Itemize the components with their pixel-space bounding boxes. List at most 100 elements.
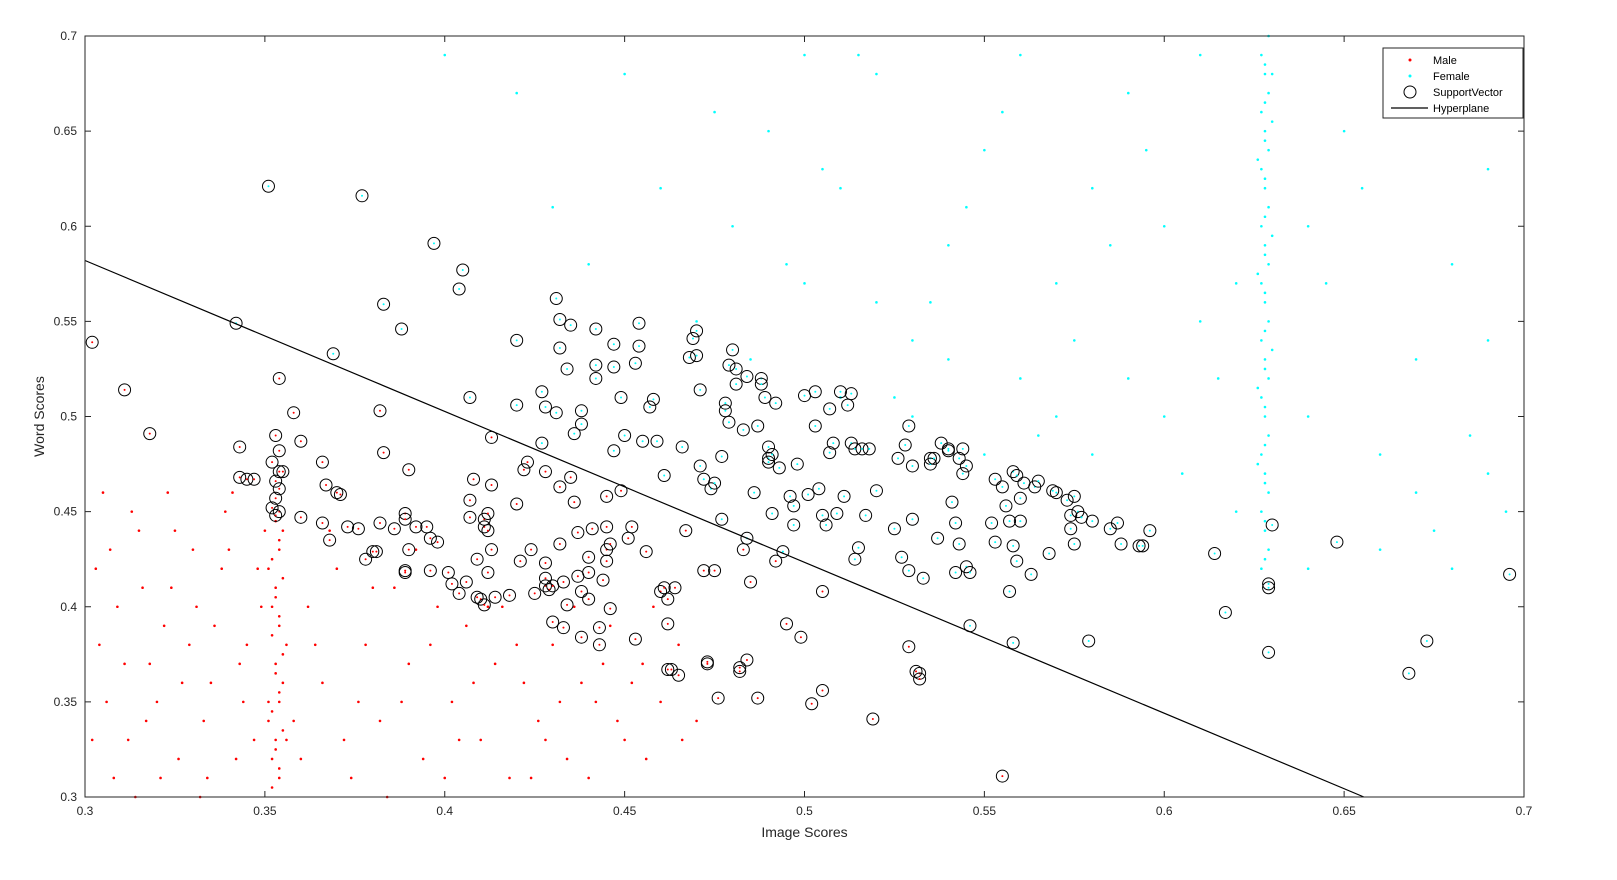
male-point [267,719,270,723]
support-vector-center [594,364,597,367]
supportvector-point [1420,634,1434,648]
supportvector-point [740,653,754,667]
support-vector-center [760,383,763,386]
male-point [436,605,439,609]
support-vector-center [835,512,838,515]
supportvector-point [787,499,801,513]
supportvector-point [848,442,862,456]
support-vector-center [857,546,860,549]
male-point [508,776,511,780]
supportvector-point [564,470,578,484]
supportvector-point [697,564,711,578]
support-vector-center [407,548,410,551]
support-vector-center [91,341,94,344]
support-vector-center [332,352,335,355]
support-vector-center [1019,520,1022,523]
supportvector-point [833,385,847,399]
supportvector-point [844,387,858,401]
support-vector-center [893,527,896,530]
support-vector-center [1001,775,1004,778]
support-vector-center [458,288,461,291]
support-vector-center [490,548,493,551]
support-vector-center [623,434,626,437]
female-point [551,205,554,209]
support-vector-center [620,489,623,492]
supportvector-point [431,535,445,549]
supportvector-point [377,446,391,460]
female-point [947,243,950,247]
support-vector-center [968,624,971,627]
female-point [1263,129,1267,133]
male-point [641,662,644,666]
male-point [126,738,130,742]
male-point [281,576,285,580]
support-vector-center [900,556,903,559]
male-point [285,738,288,742]
support-vector-center [404,518,407,521]
male-point [443,776,447,780]
support-vector-center [1012,641,1015,644]
male-point [281,729,285,732]
supportvector-point [603,602,617,616]
male-point [231,491,234,494]
support-vector-center [663,586,666,589]
supportvector-point [272,371,286,385]
supportvector-point [1067,489,1081,503]
supportvector-point [560,598,574,612]
support-vector-center [785,622,788,625]
legend-label-female: Female [1433,71,1470,83]
supportvector-point [815,683,829,697]
male-point [195,605,198,609]
female-point [1260,167,1263,171]
support-vector-center [807,493,810,496]
supportvector-point [481,524,495,538]
supportvector-point [513,554,527,568]
support-vector-center [738,666,741,669]
male-point [616,719,619,723]
x-tick-label: 0.5 [796,804,813,818]
support-vector-center [695,354,698,357]
support-vector-center [573,501,576,504]
male-point [493,662,497,666]
support-vector-center [522,468,525,471]
supportvector-point [535,385,549,399]
supportvector-point [985,516,999,530]
support-vector-center [864,514,867,517]
support-vector-center [695,329,698,332]
male-point [371,586,375,590]
supportvector-point [787,518,801,532]
support-vector-center [602,579,605,582]
female-point [1263,253,1267,257]
support-vector-center [645,550,648,553]
support-vector-center [378,409,381,412]
support-vector-center [382,451,385,454]
support-vector-center [961,472,964,475]
supportvector-point [377,297,391,311]
support-vector-center [274,480,277,483]
female-point [1263,177,1267,180]
male-point [306,605,310,609]
supportvector-point [553,537,567,551]
support-vector-center [429,537,432,540]
female-point [1091,453,1094,456]
supportvector-point [718,396,732,410]
male-point [313,643,317,647]
supportvector-point [848,552,862,566]
supportvector-point [574,404,588,418]
female-point [1263,63,1267,66]
supportvector-point [718,404,732,418]
female-point [1091,186,1094,190]
x-tick-label: 0.7 [1516,804,1533,818]
female-point [1263,557,1267,561]
support-vector-center [432,242,435,245]
supportvector-point [736,423,750,437]
support-vector-center [832,442,835,445]
supportvector-point [409,520,423,534]
supportvector-point [456,263,470,277]
support-vector-center [490,436,493,439]
supportvector-point [682,351,696,365]
female-point [623,72,626,76]
support-vector-center [375,550,378,553]
female-point [1263,405,1267,409]
support-vector-center [278,487,281,490]
